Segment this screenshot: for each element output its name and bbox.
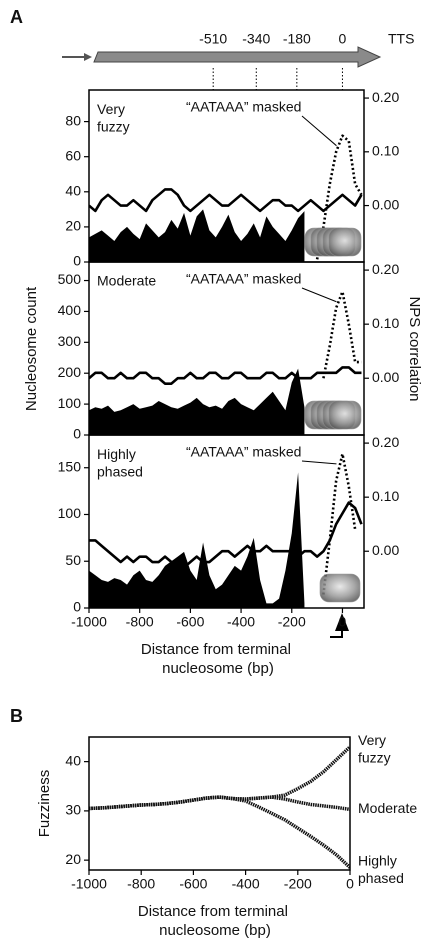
y-tick-label: 0 xyxy=(73,599,81,615)
y-tick-label: 100 xyxy=(58,505,82,521)
top-label: TTS xyxy=(388,31,414,47)
count-area xyxy=(89,472,305,608)
y2-axis-label: NPS correlation xyxy=(406,296,423,401)
series-label: Highly phased xyxy=(358,852,404,886)
y-axis-label: Nucleosome count xyxy=(23,286,40,411)
y-tick-label: 400 xyxy=(58,302,82,318)
top-tick-label: 0 xyxy=(339,31,347,47)
nucleosome-icon xyxy=(319,573,361,603)
x-tick-label: -400 xyxy=(227,614,255,630)
y-axis-label: Fuzziness xyxy=(36,770,53,838)
x-tick-label: -200 xyxy=(278,614,306,630)
y-tick-label: 0 xyxy=(73,426,81,442)
panel-label: Very fuzzy xyxy=(97,101,130,135)
x-tick-label: 0 xyxy=(346,876,354,892)
panel-label: Moderate xyxy=(97,273,156,289)
terminal-marker-line xyxy=(330,631,343,638)
x-tick-label: -600 xyxy=(176,614,204,630)
nucleosome-icon xyxy=(328,227,362,257)
annotation: “AATAAA” masked xyxy=(186,271,301,287)
x-tick-label: -1000 xyxy=(71,614,107,630)
y2-tick-label: 0.10 xyxy=(372,488,399,504)
masked-line xyxy=(322,290,362,379)
series-line xyxy=(89,795,350,812)
y-tick-label: 100 xyxy=(58,395,82,411)
plot-area xyxy=(89,745,350,869)
y-tick-label: 40 xyxy=(65,752,81,768)
panel-letter: A xyxy=(10,7,23,27)
terminal-marker xyxy=(335,613,349,631)
panel-label: Highly phased xyxy=(97,446,143,480)
y-tick-label: 150 xyxy=(58,458,82,474)
y-tick-label: 20 xyxy=(65,218,81,234)
y-tick-label: 20 xyxy=(65,851,81,867)
top-tick-label: -510 xyxy=(199,31,227,47)
gene-line-head xyxy=(84,53,92,61)
y2-tick-label: 0.00 xyxy=(372,542,399,558)
y2-tick-label: 0.00 xyxy=(372,369,399,385)
y-tick-label: 300 xyxy=(58,333,82,349)
series-line xyxy=(89,795,350,869)
annotation-leader xyxy=(301,460,337,465)
x-tick-label: -600 xyxy=(179,876,207,892)
series-line xyxy=(89,501,363,569)
plot-frame xyxy=(88,736,351,871)
annotation-leader xyxy=(301,287,337,303)
series-label: Very fuzzy xyxy=(358,732,391,766)
x-axis-label: Distance from terminal nucleosome (bp) xyxy=(138,903,292,939)
top-tick-label: -180 xyxy=(283,31,311,47)
y2-tick-label: 0.10 xyxy=(372,143,399,159)
plot-area xyxy=(89,134,363,262)
annotation: “AATAAA” masked xyxy=(186,99,301,115)
y-tick-label: 50 xyxy=(65,552,81,568)
y-tick-label: 200 xyxy=(58,364,82,380)
y2-tick-label: 0.20 xyxy=(372,89,399,105)
y-tick-label: 80 xyxy=(65,112,81,128)
x-tick-label: -400 xyxy=(232,876,260,892)
x-tick-label: -800 xyxy=(126,614,154,630)
series-line xyxy=(89,188,363,213)
y2-tick-label: 0.20 xyxy=(372,434,399,450)
masked-line xyxy=(315,134,363,260)
top-tick-label: -340 xyxy=(242,31,270,47)
y2-tick-label: 0.10 xyxy=(372,315,399,331)
plot-area xyxy=(89,290,362,435)
y-tick-label: 30 xyxy=(65,802,81,818)
y2-tick-label: 0.20 xyxy=(372,261,399,277)
x-axis-label: Distance from terminal nucleosome (bp) xyxy=(141,641,295,677)
x-tick-label: -800 xyxy=(127,876,155,892)
panel-letter: B xyxy=(10,706,23,726)
x-tick-label: -1000 xyxy=(71,876,107,892)
count-area xyxy=(89,209,305,262)
plot-frame xyxy=(88,434,365,609)
y-tick-label: 0 xyxy=(73,253,81,269)
count-area xyxy=(89,368,305,435)
annotation: “AATAAA” masked xyxy=(186,444,301,460)
annotation-leader xyxy=(301,115,337,147)
series-line xyxy=(89,745,350,811)
nucleosome-icon xyxy=(328,400,362,430)
y-tick-label: 40 xyxy=(65,182,81,198)
x-tick-label: -200 xyxy=(284,876,312,892)
gene-arrow xyxy=(93,46,382,68)
plot-area xyxy=(89,452,363,608)
series-label: Moderate xyxy=(358,800,417,816)
x-tick-label: 0 xyxy=(339,614,347,630)
y-tick-label: 60 xyxy=(65,147,81,163)
y-tick-label: 500 xyxy=(58,271,82,287)
y2-tick-label: 0.00 xyxy=(372,196,399,212)
series-line xyxy=(89,366,362,385)
masked-line xyxy=(322,452,357,595)
